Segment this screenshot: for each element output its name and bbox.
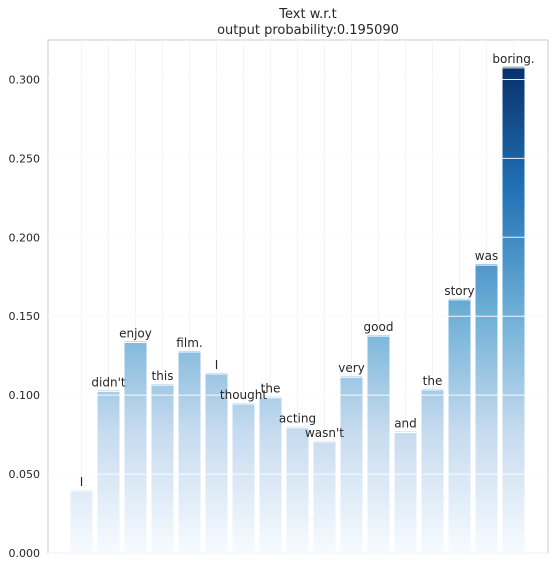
y-tick-label: 0.150	[9, 310, 41, 323]
bar-label: was	[475, 249, 498, 263]
bar-labels: Ididn'tenjoythisfilm.Ithoughttheactingwa…	[80, 52, 535, 489]
chart-subtitle: output probability:0.195090	[217, 23, 399, 38]
y-tick-label: 0.250	[9, 152, 41, 165]
bar	[232, 403, 255, 553]
bar-label: story	[444, 284, 474, 298]
bar-label: good	[364, 320, 394, 334]
bar	[340, 376, 363, 553]
bar-label: I	[80, 475, 84, 489]
bar-label: film.	[176, 336, 202, 350]
bar-label: thought	[220, 388, 267, 402]
bar-label: the	[261, 382, 281, 396]
y-tick-label: 0.200	[9, 231, 41, 244]
bar	[502, 66, 525, 553]
bar	[97, 390, 120, 553]
bar-label: and	[394, 416, 417, 430]
bar-label: I	[215, 358, 219, 372]
bar	[313, 440, 336, 553]
bar	[124, 341, 147, 553]
bar	[367, 335, 390, 553]
bar-label: boring.	[492, 52, 534, 66]
bar	[259, 396, 282, 553]
bar	[286, 426, 309, 553]
y-tick-label: 0.100	[9, 389, 41, 402]
bar-label: acting	[279, 412, 316, 426]
y-tick-label: 0.050	[9, 468, 41, 481]
y-axis-ticks: 0.000 0.050 0.100 0.150 0.200 0.250 0.300	[9, 73, 41, 560]
chart-title: Text w.r.t	[278, 7, 336, 22]
bar-label: wasn't	[305, 426, 344, 440]
y-tick-label: 0.300	[9, 73, 41, 86]
bar-label: enjoy	[119, 326, 152, 340]
bar	[394, 431, 417, 553]
bar-label: the	[423, 374, 443, 388]
bar	[475, 264, 498, 553]
bar	[448, 298, 471, 553]
bar-label: this	[152, 369, 174, 383]
y-tick-label: 0.000	[9, 547, 41, 560]
bar	[421, 388, 444, 553]
bar	[205, 373, 228, 553]
bar-label: didn't	[91, 375, 125, 389]
bar-label: very	[338, 361, 365, 375]
bar	[70, 489, 93, 553]
bar	[151, 384, 174, 553]
bar	[178, 350, 201, 553]
bars	[48, 66, 548, 553]
